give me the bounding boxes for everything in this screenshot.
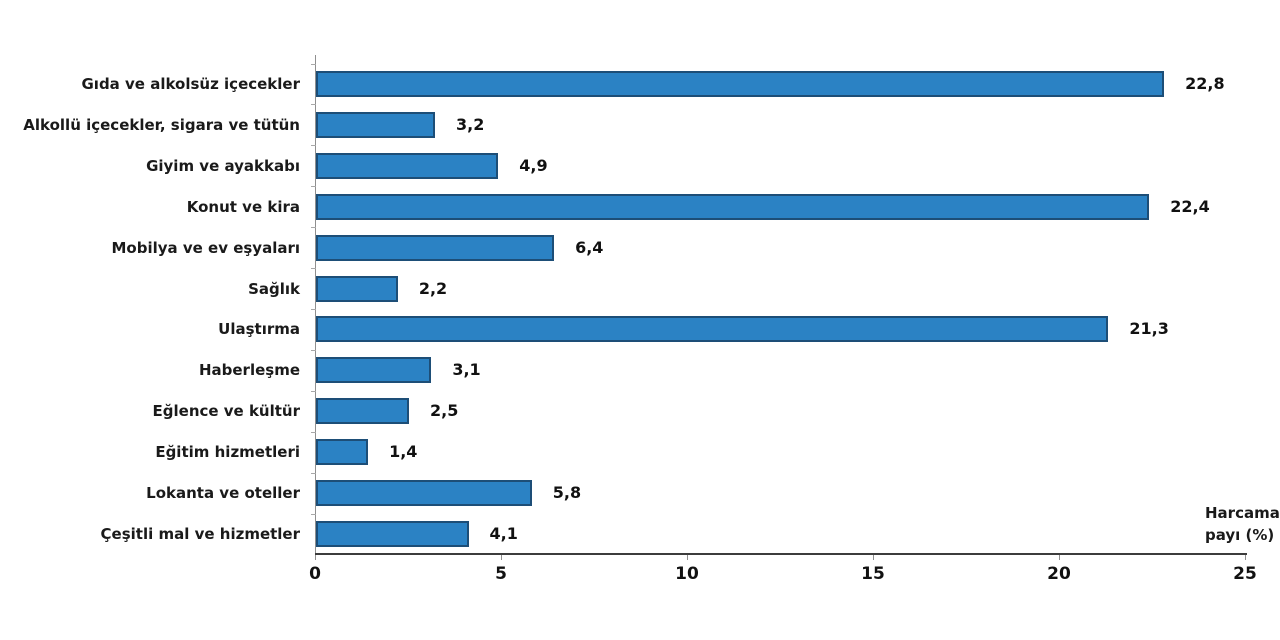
bar-0 (316, 71, 1165, 97)
x-tick-label-25: 25 (1233, 564, 1257, 584)
value-label-2: 4,9 (519, 155, 548, 175)
bar-7 (316, 357, 432, 384)
y-tick-3 (311, 186, 316, 188)
y-tick-6 (311, 309, 316, 310)
x-tick-label-5: 5 (495, 564, 507, 584)
value-label-7: 3,1 (452, 360, 481, 380)
value-label-8: 2,5 (430, 401, 459, 421)
x-axis-title-line2: payı (%) (1205, 526, 1275, 544)
value-label-6: 21,3 (1129, 319, 1169, 339)
category-label-11: Çeşitli mal ve hizmetler (100, 525, 300, 543)
value-label-11: 4,1 (489, 524, 518, 543)
category-label-7: Haberleşme (198, 361, 300, 380)
category-label-0: Gıda ve alkolsüz içecekler (81, 75, 300, 93)
bar-3 (316, 193, 1150, 220)
bar-10 (316, 480, 532, 507)
category-label-4: Mobilya ve ev eşyaları (111, 238, 300, 257)
x-tick-label-10: 10 (675, 564, 699, 584)
y-tick-4 (311, 227, 316, 229)
x-axis-line (315, 553, 1247, 555)
value-label-5: 2,2 (418, 278, 448, 298)
y-tick-8 (311, 390, 316, 392)
x-tick-25 (1245, 555, 1246, 560)
category-label-10: Lokanta ve oteller (146, 484, 300, 503)
bar-1 (316, 111, 436, 138)
y-tick-9 (311, 431, 316, 433)
value-label-10: 5,8 (552, 483, 582, 503)
bar-2 (316, 152, 499, 179)
x-tick-5 (501, 555, 502, 560)
category-label-6: Ulaştırma (218, 320, 300, 339)
x-axis-title-line1: Harcama (1205, 504, 1280, 522)
x-tick-20 (1059, 555, 1060, 560)
value-label-4: 6,4 (575, 237, 604, 257)
category-label-2: Giyim ve ayakkabı (146, 156, 300, 175)
category-label-3: Konut ve kira (186, 197, 300, 216)
bar-11 (316, 521, 469, 547)
y-tick-1 (311, 104, 316, 106)
x-tick-10 (687, 555, 688, 560)
value-label-0: 22,8 (1185, 74, 1225, 93)
x-axis-title: Harcama payı (%) (1205, 502, 1280, 546)
x-tick-label-0: 0 (309, 564, 321, 584)
value-label-3: 22,4 (1170, 196, 1210, 216)
bar-4 (316, 234, 555, 261)
x-tick-label-20: 20 (1047, 564, 1071, 584)
y-tick-11 (311, 513, 316, 515)
y-axis-line (315, 55, 316, 555)
category-label-1: Alkollü içecekler, sigara ve tütün (23, 115, 300, 134)
value-label-9: 1,4 (389, 442, 418, 462)
category-label-8: Eğlence ve kültür (152, 402, 300, 421)
y-tick-7 (311, 349, 316, 351)
category-label-9: Eğitim hizmetleri (155, 443, 300, 462)
y-tick-2 (311, 145, 316, 147)
value-label-1: 3,2 (456, 114, 485, 134)
x-tick-0 (315, 555, 316, 560)
y-tick-0 (311, 63, 316, 65)
bar-5 (316, 275, 398, 302)
x-tick-label-15: 15 (861, 564, 885, 584)
y-tick-10 (311, 472, 316, 474)
category-label-5: Sağlık (248, 279, 300, 298)
bar-9 (316, 439, 369, 466)
y-tick-5 (311, 268, 316, 270)
bar-8 (316, 398, 409, 425)
bar-6 (316, 316, 1109, 343)
x-tick-15 (873, 555, 874, 560)
